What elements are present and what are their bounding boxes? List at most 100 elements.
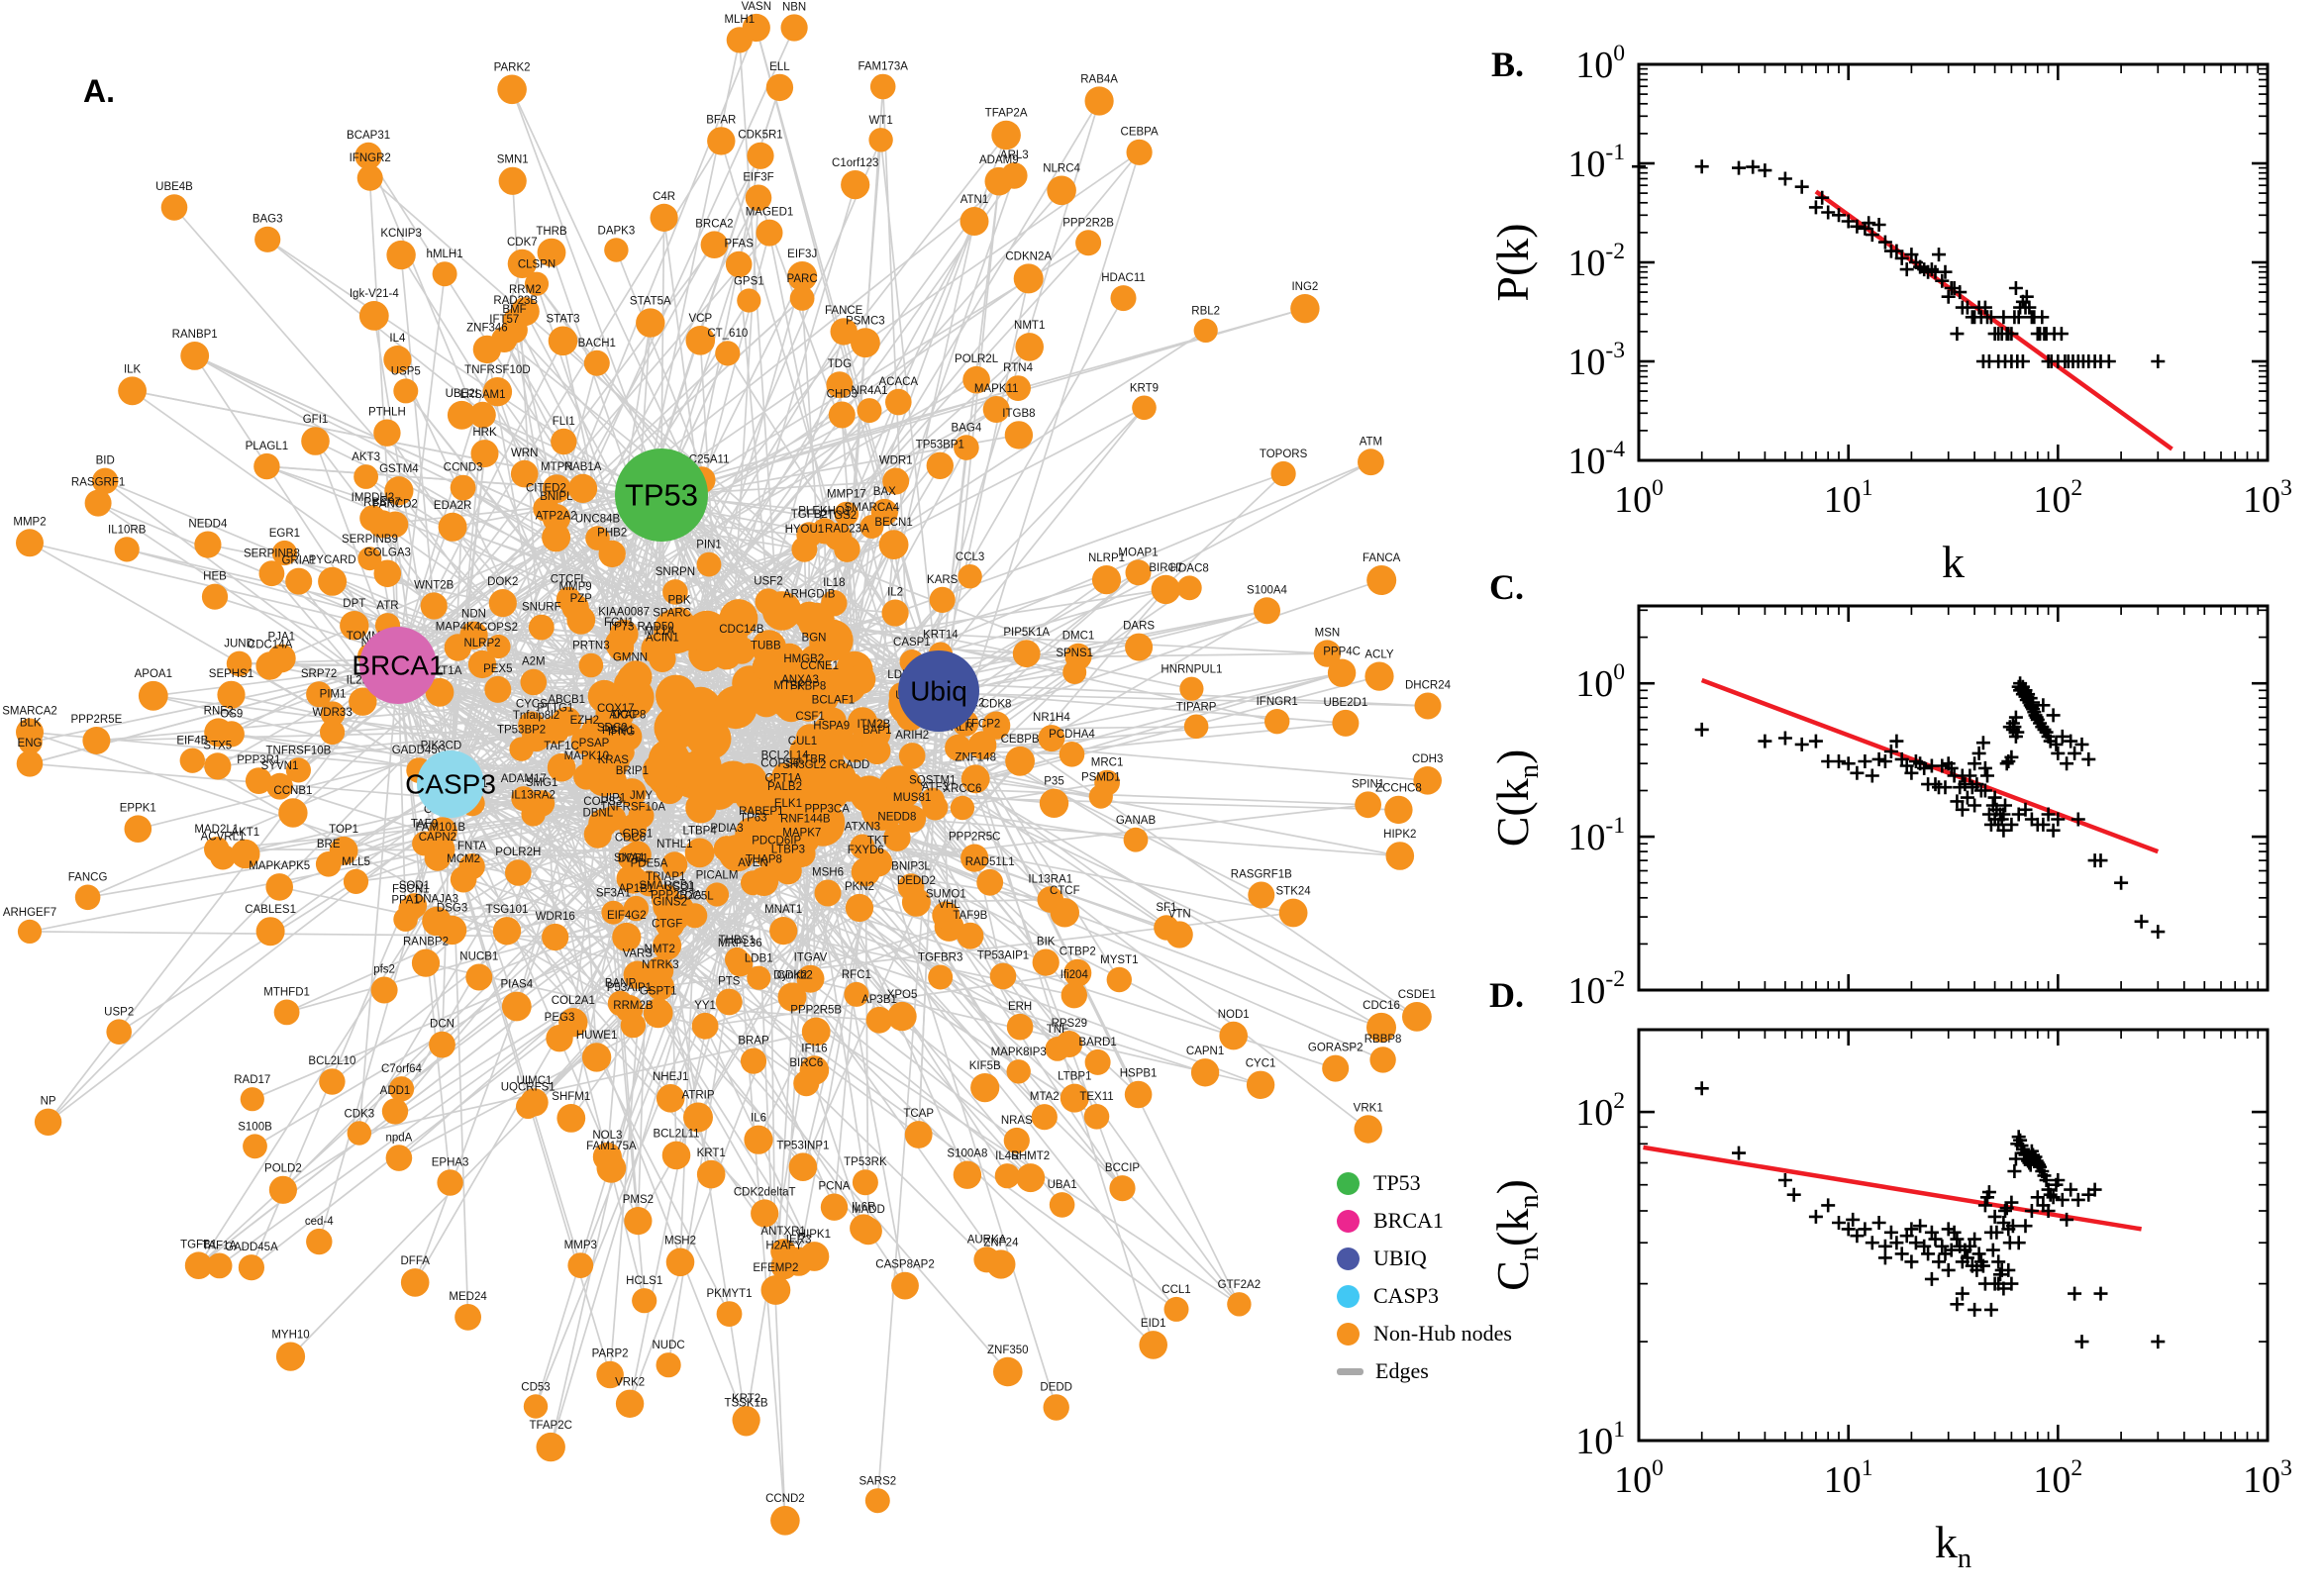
network-node-label: FSCN1	[392, 884, 430, 896]
network-node	[870, 498, 898, 527]
network-node	[501, 991, 532, 1022]
network-node-label: XPO5	[887, 989, 918, 1001]
network-nodes	[16, 13, 1442, 1536]
network-node	[437, 915, 467, 946]
network-node-label: RTN4	[1003, 362, 1033, 374]
network-node-label: MADD	[852, 1204, 885, 1216]
network-node-label: UBE4B	[155, 181, 193, 193]
network-node	[683, 1102, 713, 1133]
network-node	[420, 592, 448, 620]
network-node-label: LTBP3	[771, 845, 805, 856]
network-node	[381, 511, 409, 538]
network-node-label: PIK3CD	[421, 741, 462, 752]
network-node	[769, 917, 798, 946]
network-node-label: VRK2	[615, 1377, 645, 1389]
network-node-label: PPP4C	[1323, 647, 1361, 658]
network-node	[1278, 898, 1308, 928]
network-node-label: MUS81	[893, 792, 931, 804]
network-node	[546, 1025, 573, 1052]
network-node-label: FANCE	[825, 305, 863, 317]
network-node	[226, 650, 252, 677]
network-node	[1031, 1104, 1058, 1131]
network-node-label: BMF	[502, 304, 526, 316]
network-node-label: VRK1	[1354, 1102, 1383, 1114]
network-node-label: LTBP1	[1058, 1071, 1091, 1083]
network-node	[954, 435, 979, 460]
network-node	[725, 947, 750, 972]
network-node	[789, 286, 815, 311]
network-node	[799, 645, 829, 674]
network-node	[357, 547, 382, 571]
y-tick-label: 10-2	[1567, 966, 1625, 1012]
network-node	[1059, 742, 1085, 767]
edge-swatch-icon	[1337, 1367, 1364, 1375]
network-node	[1006, 1059, 1031, 1084]
network-node-label: ADD1	[380, 1085, 411, 1097]
network-node	[1270, 460, 1296, 487]
network-node-label: HIPK1	[798, 1229, 831, 1241]
network-node	[354, 464, 378, 489]
x-tick-label: 100	[1614, 1455, 1664, 1501]
network-node-label: TKT	[867, 836, 889, 848]
network-node-label: KARS	[927, 574, 959, 586]
network-node	[524, 271, 550, 296]
network-node	[602, 715, 629, 742]
network-node	[587, 679, 621, 714]
network-node	[393, 378, 419, 404]
network-node-label: MMP9	[558, 581, 591, 593]
legend-item-tp53: TP53	[1337, 1164, 1512, 1202]
network-node-label: IFI16	[801, 1043, 827, 1054]
network-node	[700, 231, 729, 258]
network-node	[1414, 692, 1442, 720]
network-node-label: BFAR	[706, 114, 736, 126]
network-node-label: IFNGR2	[350, 152, 391, 164]
network-node	[469, 401, 496, 429]
network-node	[570, 728, 598, 754]
nonhub-swatch-icon	[1337, 1322, 1360, 1346]
network-node-label: CASP1	[893, 637, 931, 648]
scatter-points	[1632, 159, 2166, 368]
network-node	[501, 317, 528, 344]
network-node-label: S100B	[238, 1121, 272, 1133]
network-node	[787, 687, 813, 713]
legend: TP53 BRCA1 UBIQ CASP3 Non-Hub nodes Edge…	[1337, 1164, 1512, 1390]
network-node	[370, 976, 398, 1004]
network-node-label: THBS1	[719, 935, 756, 947]
network-node-label: KRT2	[732, 1393, 760, 1405]
network-node	[359, 505, 386, 532]
network-node	[624, 1207, 653, 1236]
network-node	[179, 748, 205, 773]
network-node-label: TSG101	[486, 904, 529, 916]
network-node	[1125, 559, 1152, 586]
network-node-label: SUMO1	[926, 889, 966, 901]
network-node	[619, 814, 648, 843]
network-node-label: RPS29	[1052, 1018, 1087, 1030]
network-node-label: RASGRF1B	[1231, 869, 1292, 881]
network-node	[1332, 709, 1360, 737]
network-node-label: IFNG	[608, 726, 636, 738]
network-node-label: PDIA3	[710, 823, 743, 835]
network-node	[960, 764, 990, 794]
network-node	[1013, 263, 1044, 294]
network-node-label: MED24	[449, 1291, 487, 1303]
network-node	[852, 1169, 878, 1196]
network-node	[160, 194, 188, 221]
network-node	[882, 467, 910, 495]
tp53-hub-circle	[615, 449, 708, 542]
y-tick-label: 100	[1575, 41, 1625, 86]
network-node-label: FNTA	[457, 841, 487, 852]
y-tick-label: 100	[1575, 659, 1625, 705]
network-node	[258, 560, 285, 587]
network-node-label: NEDD4	[188, 519, 228, 531]
network-node-label: PPP3CA	[805, 803, 851, 815]
network-node	[788, 840, 816, 867]
network-node-label: CDK7	[507, 237, 538, 249]
network-node	[1364, 661, 1394, 691]
network-node	[567, 1252, 594, 1278]
network-node-label: TFCP2	[964, 718, 1000, 730]
network-node-label: WRN	[511, 448, 538, 459]
network-node-label: RABEP1	[739, 806, 783, 818]
network-node-label: GTF2A2	[1218, 1279, 1261, 1291]
network-node	[1165, 921, 1193, 948]
network-node	[347, 1121, 371, 1146]
